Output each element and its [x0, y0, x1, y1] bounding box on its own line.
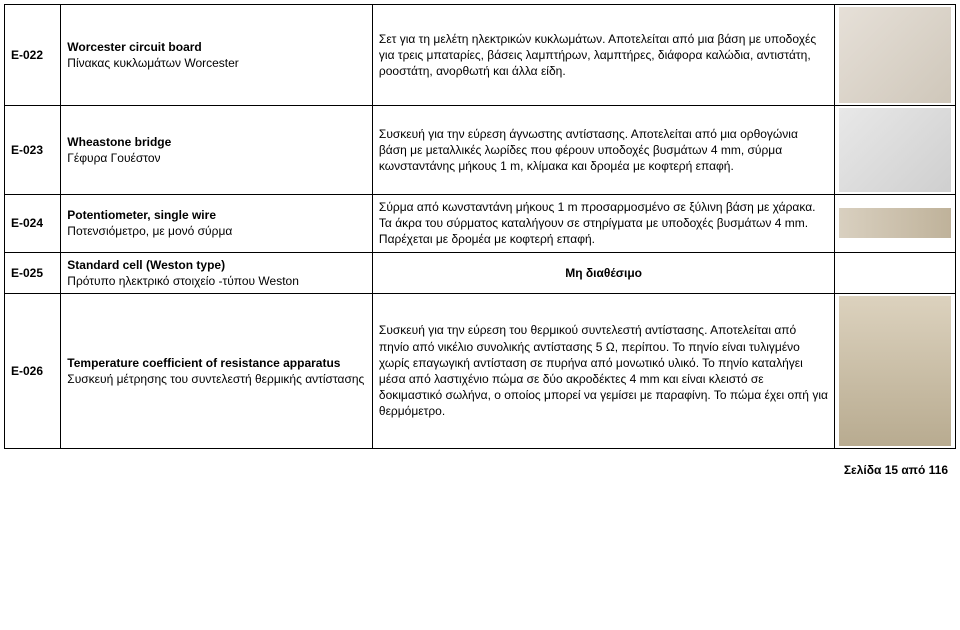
table-row: E-026 Temperature coefficient of resistan…	[5, 293, 956, 448]
item-name: Standard cell (Weston type) Πρότυπο ηλεκτ…	[61, 252, 373, 293]
item-description: Μη διαθέσιμο	[372, 252, 834, 293]
item-name-en: Wheastone bridge	[67, 135, 171, 149]
equipment-table: E-022 Worcester circuit board Πίνακας κυκλ…	[4, 4, 956, 449]
item-name-en: Temperature coefficient of resistance ap…	[67, 356, 340, 370]
item-image	[839, 208, 951, 238]
page-footer: Σελίδα 15 από 116	[4, 449, 956, 481]
item-name: Worcester circuit board Πίνακας κυκλωμάτω…	[61, 5, 373, 106]
item-description: Συσκευή για την εύρεση άγνωστης αντίστασ…	[372, 106, 834, 195]
item-image-cell	[835, 252, 956, 293]
item-image-cell	[835, 106, 956, 195]
item-name: Temperature coefficient of resistance ap…	[61, 293, 373, 448]
item-image-cell	[835, 5, 956, 106]
item-name: Wheastone bridge Γέφυρα Γουέστον	[61, 106, 373, 195]
item-name-en: Potentiometer, single wire	[67, 208, 216, 222]
item-name-en: Worcester circuit board	[67, 40, 201, 54]
item-image-cell	[835, 195, 956, 253]
item-name-el: Πίνακας κυκλωμάτων Worcester	[67, 56, 239, 70]
item-image	[839, 108, 951, 192]
item-description: Σετ για τη μελέτη ηλεκτρικών κυκλωμάτων.…	[372, 5, 834, 106]
item-name: Potentiometer, single wire Ποτενσιόμετρο,…	[61, 195, 373, 253]
item-code: E-022	[5, 5, 61, 106]
item-image-cell	[835, 293, 956, 448]
item-image	[839, 296, 951, 446]
table-row: E-023 Wheastone bridge Γέφυρα Γουέστον Συσκ…	[5, 106, 956, 195]
table-row: E-024 Potentiometer, single wire Ποτενσιόμ…	[5, 195, 956, 253]
table-row: E-025 Standard cell (Weston type) Πρότυπο …	[5, 252, 956, 293]
item-code: E-025	[5, 252, 61, 293]
item-image	[839, 7, 951, 103]
item-name-en: Standard cell (Weston type)	[67, 258, 225, 272]
table-row: E-022 Worcester circuit board Πίνακας κυκλ…	[5, 5, 956, 106]
item-description: Σύρμα από κωνσταντάνη μήκους 1 m προσαρμ…	[372, 195, 834, 253]
item-code: E-024	[5, 195, 61, 253]
item-name-el: Γέφυρα Γουέστον	[67, 151, 160, 165]
item-name-el: Ποτενσιόμετρο, με μονό σύρμα	[67, 224, 232, 238]
item-description: Συσκευή για την εύρεση του θερμικού συντ…	[372, 293, 834, 448]
item-name-el: Συσκευή μέτρησης του συντελεστή θερμικής…	[67, 372, 364, 386]
item-code: E-026	[5, 293, 61, 448]
item-code: E-023	[5, 106, 61, 195]
item-name-el: Πρότυπο ηλεκτρικό στοιχείο -τύπου Weston	[67, 274, 299, 288]
